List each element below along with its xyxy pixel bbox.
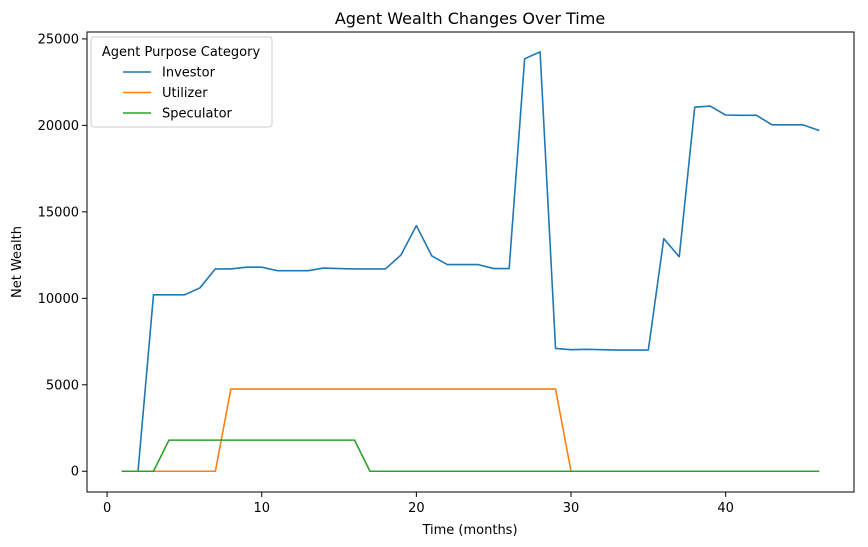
y-axis: 0 5000 10000 15000 20000 25000 xyxy=(38,32,87,480)
y-tick-label: 15000 xyxy=(38,205,79,220)
x-tick-label: 10 xyxy=(253,501,270,516)
y-axis-label: Net Wealth xyxy=(10,226,25,298)
legend: Agent Purpose Category Investor Utilizer S… xyxy=(90,36,273,128)
plot-area xyxy=(86,31,855,493)
series-line-utilizer xyxy=(121,388,820,473)
series-line-speculator xyxy=(121,439,820,473)
series-line-investor xyxy=(121,51,820,473)
legend-entries: Investor Utilizer Speculator xyxy=(123,66,233,122)
x-tick-label: 30 xyxy=(563,501,580,516)
x-tick-label: 0 xyxy=(103,501,111,516)
legend-label-investor: Investor xyxy=(162,66,216,81)
x-axis: 0 10 20 30 40 xyxy=(103,492,734,516)
legend-label-speculator: Speculator xyxy=(162,107,233,122)
x-tick-label: 40 xyxy=(717,501,734,516)
axes-frame xyxy=(86,31,855,493)
legend-title: Agent Purpose Category xyxy=(102,45,261,60)
legend-label-utilizer: Utilizer xyxy=(162,86,208,101)
y-tick-label: 5000 xyxy=(46,378,79,393)
x-tick-label: 20 xyxy=(408,501,425,516)
y-tick-label: 0 xyxy=(71,465,79,480)
y-tick-label: 10000 xyxy=(38,292,79,307)
y-tick-label: 25000 xyxy=(38,32,79,47)
x-axis-label: Time (months) xyxy=(421,523,517,538)
legend-box xyxy=(90,36,273,128)
series-layer xyxy=(121,51,820,473)
chart-title: Agent Wealth Changes Over Time xyxy=(335,9,605,28)
y-tick-label: 20000 xyxy=(38,119,79,134)
